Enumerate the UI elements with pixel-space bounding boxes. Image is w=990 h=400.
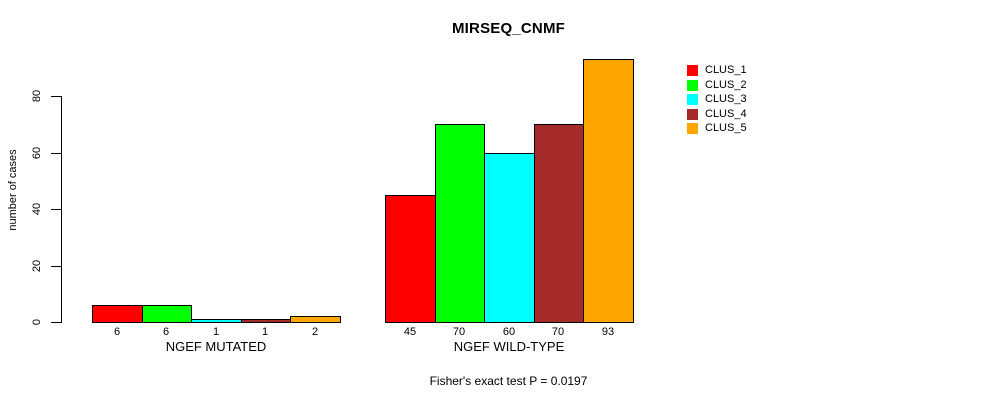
y-axis-tick-label: 0 bbox=[31, 318, 43, 326]
legend-swatch bbox=[687, 65, 698, 76]
y-axis-tick bbox=[51, 96, 62, 97]
y-axis-tick-label: 60 bbox=[31, 146, 43, 160]
bar bbox=[435, 124, 485, 323]
legend-swatch bbox=[687, 123, 698, 134]
bar bbox=[290, 316, 341, 323]
bar-value-label: 6 bbox=[162, 326, 170, 338]
group-axis-label: NGEF WILD-TYPE bbox=[453, 339, 565, 354]
y-axis-tick bbox=[51, 266, 62, 267]
bar bbox=[191, 319, 242, 323]
y-axis-tick-label: 80 bbox=[31, 89, 43, 103]
bar-value-label: 1 bbox=[212, 326, 220, 338]
annotation-text: Fisher's exact test P = 0.0197 bbox=[429, 374, 588, 388]
bar bbox=[385, 195, 436, 323]
bar bbox=[484, 153, 535, 323]
legend-label: CLUS_1 bbox=[705, 64, 747, 76]
y-axis-tick bbox=[51, 322, 62, 323]
legend-label: CLUS_2 bbox=[705, 79, 747, 91]
legend-label: CLUS_4 bbox=[705, 108, 747, 120]
bar-value-label: 1 bbox=[261, 326, 269, 338]
bar-value-label: 6 bbox=[113, 326, 121, 338]
bar-value-label: 45 bbox=[403, 326, 417, 338]
bar-value-label: 93 bbox=[601, 326, 615, 338]
bar-value-label: 70 bbox=[452, 326, 466, 338]
legend-label: CLUS_3 bbox=[705, 93, 747, 105]
legend-label: CLUS_5 bbox=[705, 122, 747, 134]
bar-value-label: 2 bbox=[311, 326, 319, 338]
bar bbox=[583, 59, 634, 323]
group-axis-label: NGEF MUTATED bbox=[165, 339, 267, 354]
bar-value-label: 70 bbox=[551, 326, 565, 338]
y-axis-label: number of cases bbox=[7, 149, 19, 231]
bar bbox=[92, 305, 143, 323]
legend-swatch bbox=[687, 94, 698, 105]
bar bbox=[241, 319, 291, 323]
y-axis-tick-label: 20 bbox=[31, 259, 43, 273]
y-axis-tick bbox=[51, 209, 62, 210]
y-axis-tick bbox=[51, 153, 62, 154]
y-axis-tick-label: 40 bbox=[31, 202, 43, 216]
legend-swatch bbox=[687, 109, 698, 120]
legend-swatch bbox=[687, 80, 698, 91]
bar-value-label: 60 bbox=[502, 326, 516, 338]
chart-title: MIRSEQ_CNMF bbox=[451, 20, 566, 37]
bar bbox=[142, 305, 192, 323]
bar bbox=[534, 124, 584, 323]
